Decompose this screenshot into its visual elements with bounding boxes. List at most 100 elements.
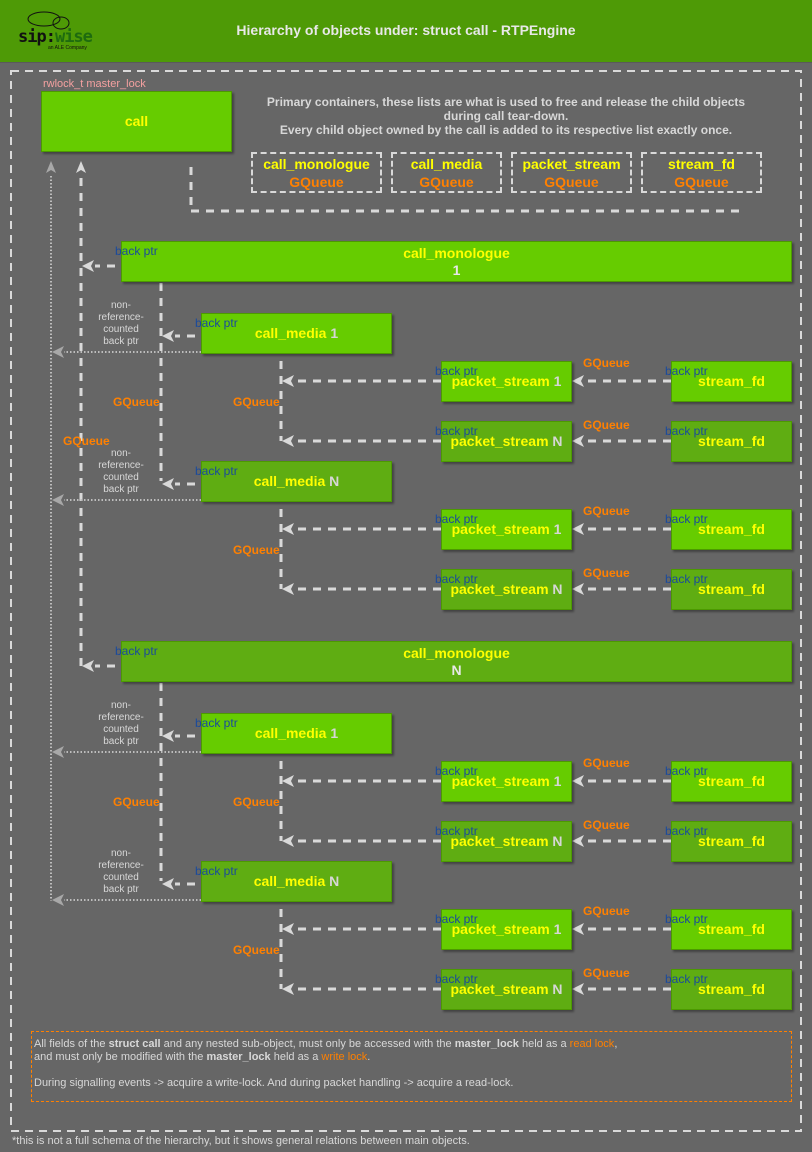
stream-fd-box[interactable]: stream_fd (671, 761, 792, 802)
packet-stream-box[interactable]: packet_stream N (441, 421, 572, 462)
object-name: call_monologue (403, 644, 510, 661)
container-call-media[interactable]: call_media GQueue (391, 152, 502, 193)
box-label: packet_stream 1 (452, 773, 562, 790)
gqueue-label: GQueue (233, 543, 280, 557)
primary-containers-description: Primary containers, these lists are what… (256, 95, 756, 137)
gqueue-label: GQueue (583, 904, 630, 918)
object-name: packet_stream (450, 833, 549, 849)
gqueue-label: GQueue (583, 504, 630, 518)
back-ptr-label: back ptr (435, 572, 478, 586)
object-index: 1 (452, 261, 461, 278)
gqueue-label: GQueue (583, 418, 630, 432)
description-line: Primary containers, these lists are what… (266, 95, 746, 109)
object-index: N (548, 981, 563, 997)
stream-fd-box[interactable]: stream_fd (671, 569, 792, 610)
note-line-1: All fields of the struct call and any ne… (34, 1038, 618, 1050)
call-media-box[interactable]: call_media N (201, 461, 392, 502)
box-label: stream_fd (698, 921, 765, 938)
packet-stream-box[interactable]: packet_stream 1 (441, 909, 572, 950)
call-box[interactable]: call (41, 91, 232, 152)
box-label: packet_stream N (450, 981, 562, 998)
stream-fd-box[interactable]: stream_fd (671, 421, 792, 462)
packet-stream-box[interactable]: packet_stream N (441, 569, 572, 610)
arrowhead-icon (282, 835, 294, 847)
box-label: packet_stream N (450, 433, 562, 450)
logo-text: sip:wise (18, 27, 93, 47)
box-label: packet_stream 1 (452, 373, 562, 390)
back-ptr-label: back ptr (435, 912, 478, 926)
arrowhead-icon (282, 435, 294, 447)
stream-fd-box[interactable]: stream_fd (671, 509, 792, 550)
object-name: call_media (253, 473, 326, 489)
gqueue-label: GQueue (233, 795, 280, 809)
back-ptr-label: back ptr (665, 364, 708, 378)
gqueue-label: GQueue (583, 356, 630, 370)
object-index: N (325, 473, 340, 489)
object-name: stream_fd (698, 581, 765, 597)
object-name: call_monologue (403, 244, 510, 261)
back-ptr-label: back ptr (665, 912, 708, 926)
box-label: call_media 1 (255, 725, 338, 742)
box-label: call_monologue (403, 645, 510, 662)
box-label: stream_fd (698, 833, 765, 850)
box-label: stream_fd (698, 581, 765, 598)
call-monologue-box[interactable]: call_monologue N (121, 641, 792, 682)
packet-stream-box[interactable]: packet_stream N (441, 821, 572, 862)
object-name: call_media (254, 325, 327, 341)
object-name: stream_fd (698, 521, 765, 537)
stream-fd-box[interactable]: stream_fd (671, 361, 792, 402)
gqueue-label: GQueue (583, 966, 630, 980)
non-reference-counted-label: non- reference- counted back ptr (98, 700, 144, 747)
container-packet-stream[interactable]: packet_stream GQueue (511, 152, 632, 193)
back-ptr-label: back ptr (435, 764, 478, 778)
arrowhead-icon (282, 375, 294, 387)
container-type: GQueue (289, 173, 344, 190)
arrowhead-icon (572, 775, 584, 787)
back-ptr-label: back ptr (435, 972, 478, 986)
call-label: call (124, 113, 149, 129)
box-label: call_media 1 (255, 325, 338, 342)
arrowhead-icon (282, 983, 294, 995)
note-line-3: During signalling events -> acquire a wr… (34, 1077, 514, 1089)
arrow-left-icon (52, 746, 64, 758)
call-media-box[interactable]: call_media 1 (201, 313, 392, 354)
back-ptr-label: back ptr (195, 716, 238, 730)
back-ptr-label: back ptr (665, 824, 708, 838)
back-ptr-label: back ptr (435, 424, 478, 438)
arrowhead-icon (572, 923, 584, 935)
object-index: 1 (549, 373, 562, 389)
object-name: stream_fd (698, 981, 765, 997)
stream-fd-box[interactable]: stream_fd (671, 909, 792, 950)
back-ptr-label: back ptr (195, 864, 238, 878)
footer-note: *this is not a full schema of the hierar… (12, 1135, 470, 1147)
container-call-monologue[interactable]: call_monologue GQueue (251, 152, 382, 193)
arrowhead-icon (282, 523, 294, 535)
gqueue-label: GQueue (113, 395, 160, 409)
arrowhead-icon (572, 583, 584, 595)
back-ptr-label: back ptr (435, 512, 478, 526)
object-name: stream_fd (698, 833, 765, 849)
container-stream-fd[interactable]: stream_fd GQueue (641, 152, 762, 193)
non-reference-counted-label: non- reference- counted back ptr (98, 448, 144, 495)
stream-fd-box[interactable]: stream_fd (671, 821, 792, 862)
packet-stream-box[interactable]: packet_stream 1 (441, 509, 572, 550)
object-name: packet_stream (450, 433, 549, 449)
object-name: stream_fd (698, 373, 765, 389)
gqueue-label: GQueue (113, 795, 160, 809)
object-index: N (325, 873, 340, 889)
packet-stream-box[interactable]: packet_stream 1 (441, 361, 572, 402)
call-media-box[interactable]: call_media 1 (201, 713, 392, 754)
container-name: packet_stream (522, 155, 621, 172)
packet-stream-box[interactable]: packet_stream 1 (441, 761, 572, 802)
speech-bubbles-icon (27, 11, 70, 30)
back-ptr-label: back ptr (665, 764, 708, 778)
non-reference-counted-label: non- reference- counted back ptr (98, 300, 144, 347)
back-ptr-label: back ptr (195, 464, 238, 478)
stream-fd-box[interactable]: stream_fd (671, 969, 792, 1010)
object-name: packet_stream (451, 521, 550, 537)
arrow-left-icon (52, 894, 64, 906)
call-media-box[interactable]: call_media N (201, 861, 392, 902)
packet-stream-box[interactable]: packet_stream N (441, 969, 572, 1010)
object-index: N (548, 433, 563, 449)
call-monologue-box[interactable]: call_monologue 1 (121, 241, 792, 282)
